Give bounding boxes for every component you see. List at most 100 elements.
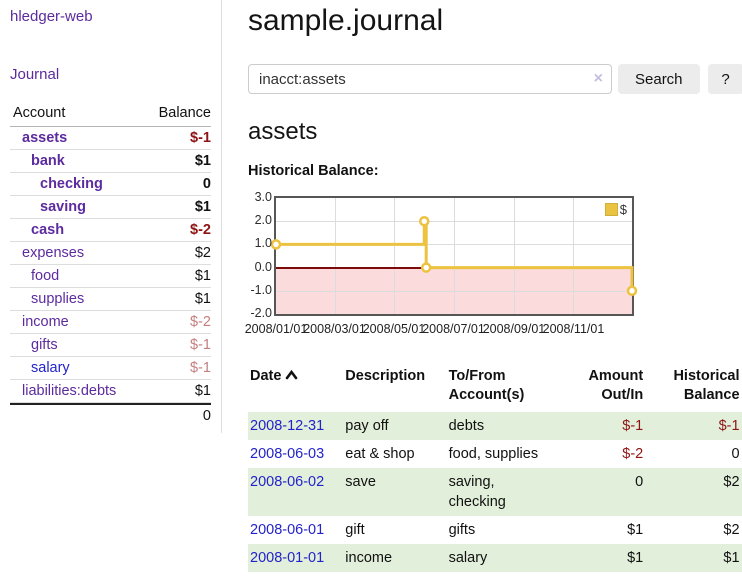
register-header-description: Description (345, 368, 426, 384)
transaction-description: pay off (345, 418, 389, 435)
account-link[interactable]: supplies (31, 291, 85, 307)
search-input-wrap: × (248, 64, 612, 94)
x-tick-label: 2008/07/01 (422, 322, 485, 336)
gridline (453, 198, 455, 314)
account-balance: $-1 (190, 130, 211, 146)
register-header-row: Date Description To/From Account(s) Amou… (248, 364, 742, 412)
transaction-amount: $1 (627, 522, 644, 539)
chart-heading: Historical Balance: (248, 163, 379, 179)
transaction-amount: $-2 (622, 446, 644, 463)
historical-balance-chart: $ 3.0 2.0 1.0 0.0 -1.0 -2.0 2008/01/01 2008/03/… (244, 190, 642, 338)
account-link[interactable]: checking (40, 176, 103, 192)
accounts-header-balance: Balance (158, 105, 211, 121)
transaction-accounts: gifts (448, 522, 476, 539)
account-row: income $-2 (10, 311, 211, 334)
register-row: 2008-06-03 eat & shop food, supplies $-2… (248, 440, 742, 468)
y-tick-label: 0.0 (254, 259, 272, 274)
transaction-balance: $2 (723, 474, 740, 491)
legend-label: $ (619, 202, 627, 217)
x-tick-label: 2008/01/01 (244, 322, 308, 336)
y-tick-label: -1.0 (250, 282, 272, 297)
transaction-description: eat & shop (345, 446, 415, 463)
register-row: 2008-12-31 pay off debts $-1 $-1 (248, 412, 742, 441)
transaction-date-link[interactable]: 2008-06-02 (250, 474, 325, 491)
account-row: liabilities:debts $1 (10, 380, 211, 403)
transaction-balance: $2 (723, 522, 740, 539)
account-link[interactable]: food (31, 268, 60, 284)
account-link[interactable]: assets (22, 130, 68, 146)
sidebar-item-journal[interactable]: Journal (10, 66, 60, 83)
account-row: gifts $-1 (10, 334, 211, 357)
transaction-description: save (345, 474, 376, 491)
accounts-total: 0 (10, 403, 211, 427)
transaction-date-link[interactable]: 2008-01-01 (250, 550, 325, 567)
gridline (573, 198, 575, 314)
chart-plot-area[interactable]: $ (270, 196, 638, 316)
account-link[interactable]: cash (31, 222, 65, 238)
gridline (276, 244, 632, 246)
transaction-date-link[interactable]: 2008-12-31 (250, 418, 325, 435)
account-row: bank $1 (10, 150, 211, 173)
clear-search-icon[interactable]: × (593, 70, 603, 87)
register-header-balance: Historical Balance (673, 368, 740, 404)
account-row: saving $1 (10, 196, 211, 219)
account-link[interactable]: gifts (31, 337, 58, 353)
app-title-link[interactable]: hledger-web (10, 8, 93, 25)
x-tick-label: 2008/03/01 (303, 322, 366, 336)
register-row: 2008-06-02 save saving, checking 0 $2 (248, 468, 742, 517)
account-balance: $1 (194, 199, 211, 215)
transaction-balance: $1 (723, 550, 740, 567)
main-panel: sample.journal × Search ? assets Histori… (222, 0, 742, 573)
transaction-accounts: debts (448, 418, 485, 435)
data-point-marker (420, 262, 432, 273)
search-button[interactable]: Search (618, 64, 700, 94)
help-button[interactable]: ? (707, 64, 742, 94)
transaction-date-link[interactable]: 2008-06-03 (250, 446, 325, 463)
gridline (276, 221, 632, 223)
legend-swatch-icon (604, 203, 618, 216)
account-balance: $1 (194, 268, 211, 284)
register-header-date[interactable]: Date (248, 364, 345, 412)
account-row: salary $-1 (10, 357, 211, 380)
register-row: 2008-01-01 income salary $1 $1 (248, 544, 742, 573)
account-row: expenses $2 (10, 242, 211, 265)
account-heading: assets (248, 118, 318, 145)
gridline (513, 198, 515, 314)
search-input[interactable] (248, 64, 612, 94)
register-table: Date Description To/From Account(s) Amou… (248, 364, 742, 573)
account-link[interactable]: income (22, 314, 69, 330)
account-link[interactable]: bank (31, 153, 65, 169)
transaction-date-link[interactable]: 2008-06-01 (250, 522, 325, 539)
register-header-accounts: To/From Account(s) (448, 368, 525, 404)
account-link[interactable]: salary (31, 360, 70, 376)
transaction-amount: $1 (627, 550, 644, 567)
account-balance: $1 (194, 383, 211, 399)
transaction-accounts: food, supplies (448, 446, 539, 463)
gridline (334, 198, 336, 314)
y-tick-label: 3.0 (254, 190, 272, 204)
accounts-table-header: Account Balance (10, 102, 211, 127)
data-point-marker (626, 285, 638, 297)
chart-legend: $ (602, 201, 629, 218)
accounts-table: Account Balance assets $-1 bank $1 check… (10, 102, 211, 427)
x-tick-label: 2008/05/01 (362, 322, 426, 336)
account-row: checking 0 (10, 173, 211, 196)
account-row: assets $-1 (10, 127, 211, 150)
gridline (394, 198, 396, 314)
account-link[interactable]: liabilities:debts (22, 383, 117, 399)
account-balance: $2 (194, 245, 211, 261)
account-link[interactable]: saving (40, 199, 86, 215)
account-balance: $1 (194, 153, 211, 169)
data-point-marker (270, 239, 282, 250)
transaction-description: income (345, 550, 393, 567)
account-link[interactable]: expenses (22, 245, 85, 261)
data-point-marker (419, 215, 430, 227)
y-tick-label: 1.0 (254, 236, 272, 251)
register-row: 2008-06-01 gift gifts $1 $2 (248, 516, 742, 544)
transaction-accounts: saving, checking (448, 474, 506, 511)
register-header-amount: Amount Out/In (588, 368, 644, 404)
account-row: food $1 (10, 265, 211, 288)
account-row: cash $-2 (10, 219, 211, 242)
gridline (276, 290, 632, 292)
transaction-balance: $-1 (718, 418, 740, 435)
